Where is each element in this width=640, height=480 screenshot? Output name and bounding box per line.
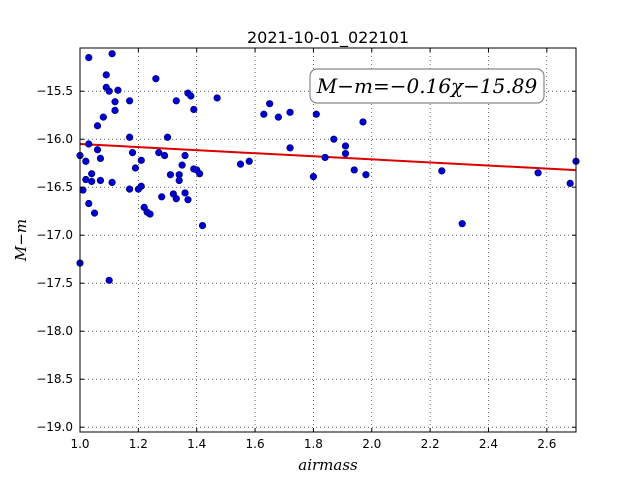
data-point	[213, 94, 221, 102]
data-point	[187, 92, 195, 100]
data-point	[99, 113, 107, 121]
y-tick-label: −16.5	[36, 180, 73, 194]
data-point	[274, 113, 283, 121]
data-point	[163, 133, 172, 141]
data-point	[111, 106, 119, 114]
data-point	[79, 186, 87, 194]
data-point	[458, 220, 466, 228]
y-axis-label: M−m	[12, 219, 30, 262]
fit-annotation-box: M−m=−0.16χ−15.89	[309, 68, 545, 104]
data-point	[90, 209, 99, 217]
data-point	[175, 176, 183, 185]
data-point	[111, 98, 119, 106]
data-point	[126, 185, 134, 193]
data-point	[146, 210, 154, 218]
data-points	[76, 50, 580, 284]
annotation-frame	[309, 68, 545, 104]
data-point	[362, 171, 370, 179]
grid-lines	[79, 48, 576, 432]
data-point	[161, 151, 169, 160]
x-axis-label: airmass	[298, 456, 358, 474]
data-point	[286, 144, 294, 152]
data-point	[178, 161, 186, 169]
data-point	[102, 71, 110, 79]
data-point	[534, 169, 542, 177]
data-point	[105, 87, 113, 95]
data-point	[312, 110, 320, 118]
data-point	[93, 122, 102, 130]
data-point	[196, 170, 204, 178]
x-tick-label: 1.4	[187, 437, 206, 451]
data-point	[359, 118, 367, 126]
data-point	[321, 153, 329, 162]
data-point	[108, 50, 116, 58]
data-point	[350, 166, 358, 174]
data-point	[166, 171, 175, 179]
data-point	[85, 140, 93, 148]
data-point	[184, 196, 192, 204]
data-point	[85, 53, 93, 62]
x-tick-label: 1.2	[129, 437, 148, 451]
data-point	[137, 156, 145, 164]
data-point	[236, 160, 245, 168]
data-point	[96, 176, 105, 185]
data-point	[126, 97, 134, 105]
plot-area	[80, 48, 576, 432]
y-tick-label: −19.0	[36, 420, 73, 434]
y-tick-label: −17.0	[36, 228, 73, 242]
x-tick-label: 1.8	[304, 437, 323, 451]
data-point	[152, 75, 160, 83]
x-tick-label: 2.4	[479, 437, 498, 451]
axis-ticks: 1.0 1.2 1.4 1.6 1.8 2.0 2.2 2.4 2.6 −15.5 −16.0 −16…	[36, 48, 576, 451]
y-tick-label: −15.5	[36, 84, 73, 98]
data-point	[96, 154, 105, 162]
data-point	[181, 189, 189, 197]
x-tick-label: 1.6	[246, 437, 265, 451]
data-point	[309, 173, 318, 181]
y-tick-label: −17.5	[36, 276, 73, 290]
data-point	[286, 108, 294, 116]
data-point	[93, 146, 102, 154]
y-tick-label: −16.0	[36, 132, 73, 146]
data-point	[172, 195, 180, 203]
data-point	[88, 177, 96, 186]
data-point	[126, 133, 134, 141]
data-point	[172, 97, 180, 105]
data-point	[108, 178, 116, 186]
data-point	[190, 105, 198, 114]
data-point	[137, 182, 145, 190]
data-point	[438, 167, 446, 175]
y-tick-label: −18.0	[36, 324, 73, 338]
data-point	[131, 164, 140, 172]
data-point	[260, 110, 268, 118]
data-point	[85, 199, 93, 208]
data-point	[128, 149, 137, 157]
x-tick-label: 1.0	[70, 437, 89, 451]
data-point	[105, 276, 113, 284]
data-point	[266, 100, 274, 108]
plot-frame	[79, 47, 577, 433]
data-point	[341, 150, 350, 158]
data-point	[341, 142, 350, 150]
data-point	[158, 193, 166, 201]
data-point	[82, 157, 90, 165]
data-point	[330, 135, 338, 143]
y-tick-label: −18.5	[36, 372, 73, 386]
x-tick-label: 2.6	[537, 437, 556, 451]
data-point	[181, 151, 189, 160]
chart-title: 2021-10-01_022101	[247, 28, 409, 48]
data-point	[198, 222, 207, 230]
data-point	[245, 157, 253, 165]
data-point	[88, 170, 96, 178]
data-point	[566, 179, 574, 187]
data-point	[155, 149, 163, 157]
x-tick-label: 2.2	[421, 437, 440, 451]
data-point	[114, 86, 122, 94]
x-tick-label: 2.0	[362, 437, 381, 451]
fit-equation-annotation: M−m=−0.16χ−15.89	[316, 74, 538, 98]
